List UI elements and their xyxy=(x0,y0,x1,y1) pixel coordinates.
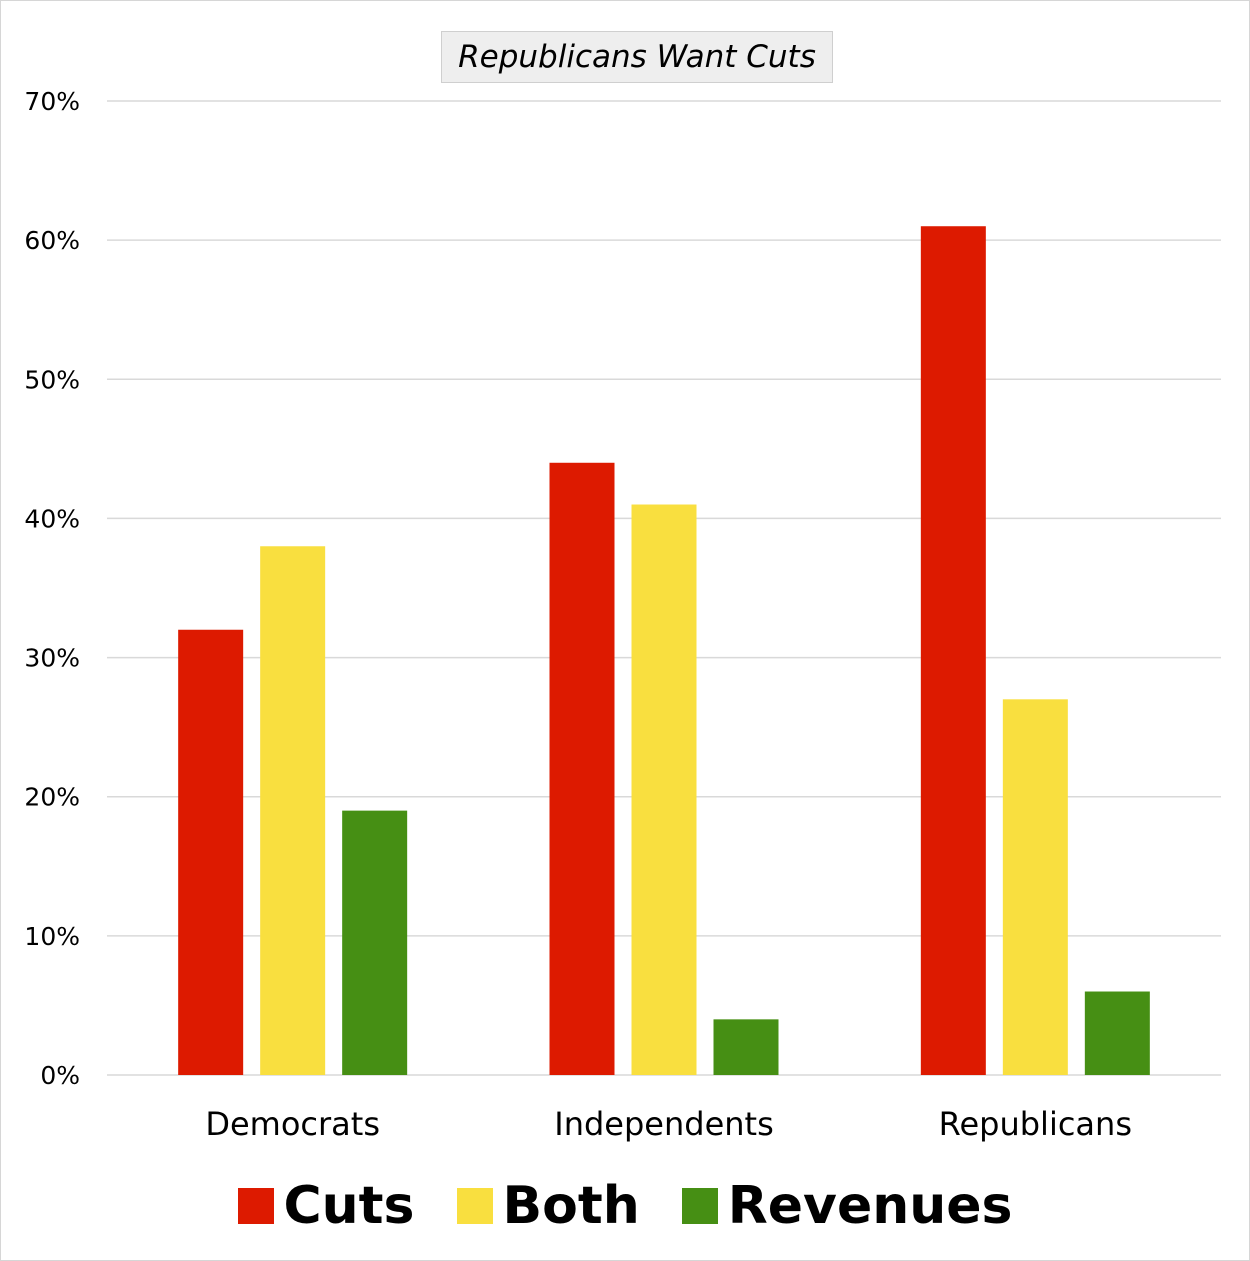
bar-cuts-independents xyxy=(549,462,615,1075)
bar-revenues-republicans xyxy=(1084,991,1150,1075)
bar-revenues-democrats xyxy=(342,810,408,1075)
legend-swatch-cuts xyxy=(237,1188,274,1224)
x-category-label: Independents xyxy=(554,1105,774,1143)
bars xyxy=(178,226,1150,1075)
y-tick-label: 60% xyxy=(24,226,80,255)
legend: Cuts Both Revenues xyxy=(0,1170,1250,1242)
x-axis-categories: Democrats Independents Republicans xyxy=(205,1105,1132,1143)
y-tick-label: 30% xyxy=(24,644,80,673)
legend-label-cuts: Cuts xyxy=(283,1176,415,1236)
y-axis-ticks: 0% 10% 20% 30% 40% 50% 60% 70% xyxy=(24,87,80,1090)
bar-both-democrats xyxy=(260,546,326,1075)
chart-title: Republicans Want Cuts xyxy=(441,31,833,83)
y-tick-label: 40% xyxy=(24,504,80,533)
y-tick-label: 50% xyxy=(24,365,80,394)
x-category-label: Republicans xyxy=(939,1105,1132,1143)
y-tick-label: 70% xyxy=(24,87,80,116)
legend-label-revenues: Revenues xyxy=(727,1176,1013,1236)
bar-revenues-independents xyxy=(713,1019,779,1075)
bar-both-republicans xyxy=(1002,699,1068,1075)
legend-swatch-both xyxy=(456,1188,493,1224)
bar-cuts-democrats xyxy=(178,629,244,1075)
bar-cuts-republicans xyxy=(920,226,986,1075)
bar-both-independents xyxy=(631,504,697,1075)
legend-label-both: Both xyxy=(502,1176,640,1236)
legend-item-revenues: Revenues xyxy=(681,1176,1013,1236)
y-tick-label: 0% xyxy=(40,1061,80,1090)
legend-item-both: Both xyxy=(456,1176,640,1236)
y-tick-label: 20% xyxy=(24,783,80,812)
legend-swatch-revenues xyxy=(681,1188,718,1224)
plot-area: 0% 10% 20% 30% 40% 50% 60% 70% Democrats Indepen… xyxy=(24,87,1221,1143)
x-category-label: Democrats xyxy=(205,1105,380,1143)
y-tick-label: 10% xyxy=(24,922,80,951)
legend-item-cuts: Cuts xyxy=(237,1176,415,1236)
